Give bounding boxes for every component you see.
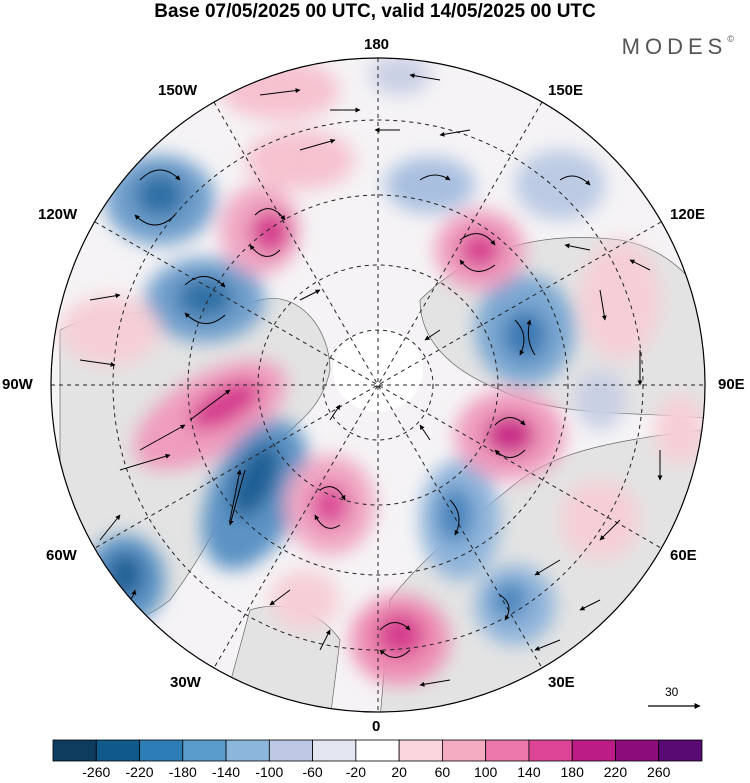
colorbar-tick-label: 260	[647, 764, 671, 780]
lon-label-150w: 150W	[158, 82, 198, 99]
brand-logo: MODES©	[621, 34, 734, 59]
lon-label-90e: 90E	[718, 376, 745, 393]
colorbar-tick-label: 180	[560, 764, 584, 780]
anomaly-field	[60, 58, 705, 685]
colorbar-swatch	[225, 739, 270, 762]
map-boundary	[50, 57, 706, 713]
colorbar-tick-label: -60	[302, 764, 323, 780]
colorbar-tick-label: -180	[168, 764, 197, 780]
colorbar-tick-label: -220	[125, 764, 154, 780]
wind-vectors	[79, 73, 663, 687]
colorbar-swatch	[528, 739, 573, 762]
colorbar-swatch	[571, 739, 616, 762]
colorbar-tick-label: 20	[391, 764, 407, 780]
colorbar-swatch	[95, 739, 140, 762]
lon-label-120w: 120W	[38, 206, 78, 223]
colorbar-swatch	[485, 739, 530, 762]
colorbar-tick-label: -260	[82, 764, 111, 780]
colorbar-swatch	[312, 739, 357, 762]
colorbar-tick-label: 60	[434, 764, 451, 780]
lon-label-0: 0	[372, 718, 381, 735]
colorbar-tick-label: -140	[212, 764, 241, 780]
colorbar-tick-label: -20	[345, 764, 366, 780]
colorbar-tick-label: 220	[603, 764, 628, 780]
colorbar-swatch	[139, 739, 184, 762]
colorbar-swatch	[182, 739, 227, 762]
lon-label-30e: 30E	[548, 674, 575, 691]
lon-label-60w: 60W	[46, 547, 77, 564]
colorbar-swatch	[398, 739, 443, 762]
vector-scale-label: 30	[665, 685, 679, 699]
colorbar	[52, 739, 703, 762]
graticule	[51, 58, 705, 712]
colorbar-tick-label: -100	[255, 764, 284, 780]
colorbar-swatch	[268, 739, 314, 762]
lon-label-60e: 60E	[670, 547, 697, 564]
colorbar-swatch	[52, 739, 97, 762]
page-title: Base 07/05/2025 00 UTC, valid 14/05/2025…	[154, 1, 596, 22]
colorbar-tick-label: 140	[517, 764, 541, 780]
lon-label-150e: 150E	[548, 82, 584, 99]
lon-label-30w: 30W	[170, 674, 201, 691]
colorbar-swatch	[355, 739, 400, 762]
lon-label-120e: 120E	[670, 206, 706, 223]
colorbar-swatch	[441, 739, 487, 762]
map-disk	[51, 58, 705, 712]
colorbar-tick-label: 100	[473, 764, 498, 780]
colorbar-swatch	[615, 739, 660, 762]
lon-label-90w: 90W	[2, 376, 33, 393]
lon-label-180: 180	[364, 36, 390, 53]
colorbar-swatch	[658, 739, 703, 762]
